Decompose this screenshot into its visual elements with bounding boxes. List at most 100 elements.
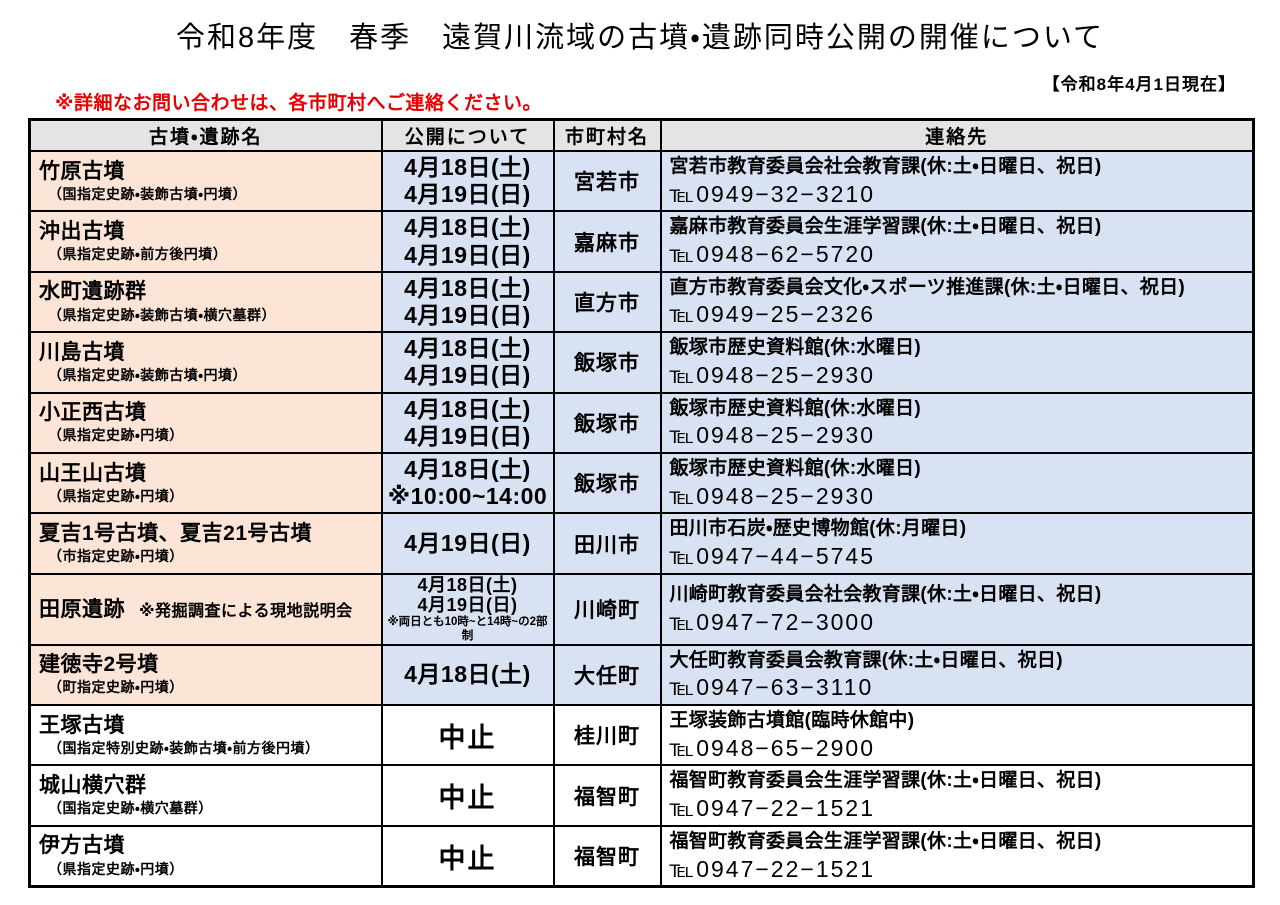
contact-phone: ℡0947−22−1521 [669, 795, 875, 822]
cancelled-label: 中止 [438, 722, 497, 753]
site-name: 田原遺跡 [39, 597, 125, 621]
site-category: （県指定史跡・前方後円墳） [48, 246, 228, 263]
site-name: 山王山古墳 [39, 461, 147, 485]
municipality-cell: 飯塚市 [552, 391, 662, 454]
opening-date: ※10:00~14:00 [387, 483, 548, 510]
opening-date: 4月18日(土) [404, 214, 531, 241]
opening-date: 4月18日(土) [404, 274, 531, 301]
contact-cell: 飯塚市歴史資料館(休:水曜日) ℡0948−25−2930 [659, 451, 1255, 515]
opening-date: 4月18日(土) [404, 154, 531, 181]
municipality-cell: 飯塚市 [552, 451, 662, 515]
table-header: 古墳・遺跡名 公開について 市町村名 連絡先 [28, 118, 1255, 152]
site-name-line: 水町遺跡群 [39, 279, 377, 304]
site-name: 夏吉1号古墳、夏吉21号古墳 [39, 521, 313, 545]
opening-date: 4月18日(土) [417, 574, 518, 595]
site-name-cell: 王塚古墳 （国指定特別史跡・装飾古墳・前方後円墳） [28, 704, 383, 767]
table-row: 竹原古墳 （国指定史跡・装飾古墳・円墳） 4月18日(土) 4月19日(日) 宮若市 宮若… [28, 149, 1255, 213]
municipality-cell: 宮若市 [552, 149, 662, 213]
contact-office: 川崎町教育委員会社会教育課(休:土・日曜日、祝日) [669, 584, 1102, 606]
site-category: （町指定史跡・円墳） [48, 679, 184, 696]
municipality-cell: 桂川町 [552, 704, 662, 767]
site-name-line: 川島古墳 [39, 340, 377, 365]
contact-office: 福智町教育委員会生涯学習課(休:土・日曜日、祝日) [669, 770, 1102, 792]
site-inline-note: ※発掘調査による現地説明会 [139, 602, 353, 620]
contact-cell: 飯塚市歴史資料館(休:水曜日) ℡0948−25−2930 [659, 331, 1255, 394]
site-name-line: 沖出古墳 [39, 219, 377, 244]
opening-schedule-cell: 4月18日(土) ※10:00~14:00 [380, 451, 555, 515]
table-row: 山王山古墳 （県指定史跡・円墳） 4月18日(土) ※10:00~14:00 飯塚市 飯塚… [28, 451, 1255, 515]
table-row: 夏吉1号古墳、夏吉21号古墳 （市指定史跡・円墳） 4月19日(日) 田川市 田川市石炭… [28, 512, 1255, 575]
site-category: （国指定史跡・装飾古墳・円墳） [48, 185, 248, 202]
opening-schedule-cell: 4月18日(土) 4月19日(日) [380, 149, 555, 213]
site-name-line: 小正西古墳 [39, 400, 377, 425]
table-row: 伊方古墳 （県指定史跡・円墳） 中止 福智町 福智町教育委員会生涯学習課(休:土・日曜日… [28, 824, 1255, 888]
contact-phone: ℡0947−72−3000 [669, 608, 875, 635]
table-row: 小正西古墳 （県指定史跡・円墳） 4月18日(土) 4月19日(日) 飯塚市 飯塚市歴史資… [28, 391, 1255, 454]
site-name-cell: 沖出古墳 （県指定史跡・前方後円墳） [28, 210, 383, 273]
site-name-line: 伊方古墳 [39, 833, 377, 858]
contact-office: 直方市教育委員会文化・スポーツ推進課(休:土・日曜日、祝日) [669, 276, 1186, 298]
site-name-cell: 川島古墳 （県指定史跡・装飾古墳・円墳） [28, 331, 383, 394]
contact-phone: ℡0948−25−2930 [669, 422, 875, 449]
site-name-line: 建徳寺2号墳 [39, 652, 377, 677]
opening-date: 4月18日(土) [404, 456, 531, 483]
site-name-line: 竹原古墳 [39, 159, 377, 184]
opening-date: 4月19日(日) [404, 241, 531, 268]
contact-office: 飯塚市歴史資料館(休:水曜日) [669, 457, 921, 479]
contact-phone: ℡0948−25−2930 [669, 361, 875, 388]
table-row: 沖出古墳 （県指定史跡・前方後円墳） 4月18日(土) 4月19日(日) 嘉麻市 嘉麻市教… [28, 210, 1255, 273]
site-name-cell: 水町遺跡群 （県指定史跡・装飾古墳・横穴墓群） [28, 270, 383, 334]
table-body: 竹原古墳 （国指定史跡・装飾古墳・円墳） 4月18日(土) 4月19日(日) 宮若市 宮若… [28, 149, 1255, 888]
contact-office: 飯塚市歴史資料館(休:水曜日) [669, 397, 921, 419]
contact-cell: 飯塚市歴史資料館(休:水曜日) ℡0948−25−2930 [659, 391, 1255, 454]
opening-schedule-cell: 4月18日(土) 4月19日(日) [380, 331, 555, 394]
municipality-cell: 大任町 [552, 643, 662, 707]
site-name: 建徳寺2号墳 [39, 653, 159, 677]
opening-date: 4月19日(日) [404, 301, 531, 328]
municipality-cell: 飯塚市 [552, 331, 662, 394]
contact-office: 田川市石炭・歴史博物館(休:月曜日) [669, 518, 967, 540]
table-row: 建徳寺2号墳 （町指定史跡・円墳） 4月18日(土) 大任町 大任町教育委員会教育課(休… [28, 643, 1255, 707]
municipality-cell: 福智町 [552, 764, 662, 827]
opening-schedule-cell: 4月18日(土) [380, 643, 555, 707]
site-name: 城山横穴群 [39, 774, 147, 798]
opening-date: 4月19日(日) [417, 595, 518, 616]
site-category: （国指定史跡・横穴墓群） [48, 800, 213, 817]
contact-phone: ℡0948−25−2930 [669, 482, 875, 509]
opening-schedule-cell: 4月19日(日) [380, 512, 555, 575]
site-name-line: 王塚古墳 [39, 713, 377, 738]
contact-cell: 大任町教育委員会教育課(休:土・日曜日、祝日) ℡0947−63−3110 [659, 643, 1255, 707]
opening-date: 4月19日(日) [404, 422, 531, 449]
site-category: （県指定史跡・円墳） [48, 487, 184, 504]
opening-date: 4月18日(土) [404, 661, 531, 688]
municipality-cell: 福智町 [552, 824, 662, 888]
opening-schedule-table: 古墳・遺跡名 公開について 市町村名 連絡先 竹原古墳 （国指定史跡・装飾古墳・円… [28, 118, 1255, 889]
site-category: （県指定史跡・円墳） [48, 427, 184, 444]
site-name: 王塚古墳 [39, 713, 125, 737]
contact-cell: 福智町教育委員会生涯学習課(休:土・日曜日、祝日) ℡0947−22−1521 [659, 764, 1255, 827]
contact-office: 飯塚市歴史資料館(休:水曜日) [669, 337, 921, 359]
contact-phone: ℡0947−44−5745 [669, 542, 875, 569]
opening-date: 4月18日(土) [404, 395, 531, 422]
site-name: 竹原古墳 [39, 159, 125, 183]
municipality-cell: 直方市 [552, 270, 662, 334]
column-header-municipality: 市町村名 [552, 118, 662, 152]
contact-cell: 王塚装飾古墳館(臨時休館中) ℡0948−65−2900 [659, 704, 1255, 767]
site-name-line: 夏吉1号古墳、夏吉21号古墳 [39, 521, 377, 546]
site-name-line: 山王山古墳 [39, 461, 377, 486]
municipality-cell: 田川市 [552, 512, 662, 575]
column-header-contact: 連絡先 [659, 118, 1255, 152]
contact-office: 王塚装飾古墳館(臨時休館中) [669, 710, 915, 732]
site-category: （県指定史跡・装飾古墳・横穴墓群） [48, 306, 277, 323]
contact-cell: 宮若市教育委員会社会教育課(休:土・日曜日、祝日) ℡0949−32−3210 [659, 149, 1255, 213]
site-category: （県指定史跡・装飾古墳・円墳） [48, 366, 248, 383]
contact-phone: ℡0949−32−3210 [669, 180, 875, 207]
opening-date: 4月19日(日) [404, 181, 531, 208]
site-name: 沖出古墳 [39, 219, 125, 243]
opening-schedule-cell: 4月18日(土) 4月19日(日) ※両日とも10時~と14時~の2部制 [380, 572, 555, 646]
page-title: 令和8年度 春季 遠賀川流域の古墳・遺跡同時公開の開催について [175, 22, 1105, 54]
contact-cell: 嘉麻市教育委員会生涯学習課(休:土・日曜日、祝日) ℡0948−62−5720 [659, 210, 1255, 273]
contact-phone: ℡0948−65−2900 [669, 734, 875, 761]
site-name-cell: 田原遺跡 ※発掘調査による現地説明会 [28, 572, 383, 646]
opening-date: 4月18日(土) [404, 335, 531, 362]
